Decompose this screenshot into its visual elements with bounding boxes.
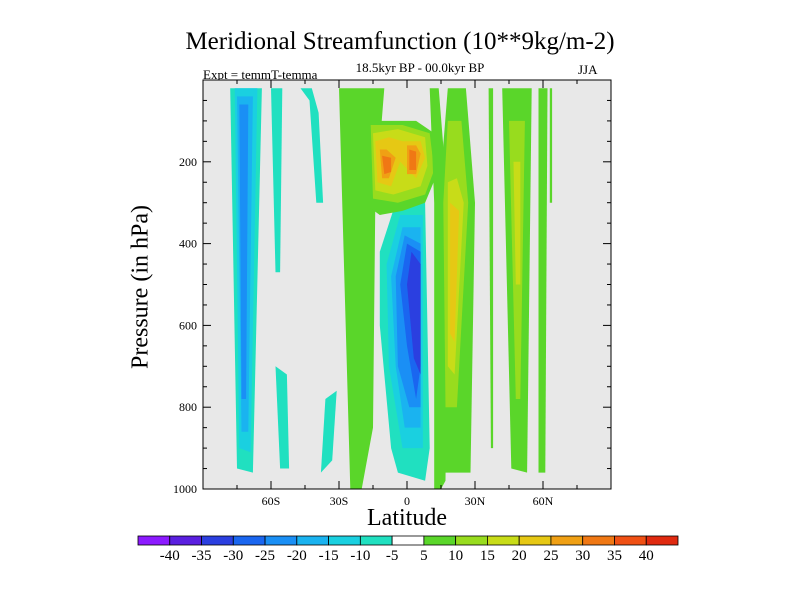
x-tick-label-2: 0 [404, 494, 410, 508]
contour-regions [230, 88, 553, 489]
colorbar-label-11: 20 [512, 548, 527, 564]
colorbar-swatch-10 [455, 535, 488, 546]
contour-region-28 [488, 88, 494, 449]
y-tick-label-1: 400 [179, 237, 197, 251]
contour-region-33 [549, 88, 553, 203]
colorbar-label-10: 15 [480, 548, 495, 564]
colorbar-swatch-0 [137, 535, 171, 546]
colorbar-swatch-11 [487, 535, 520, 546]
x-tick-label-4: 60N [533, 494, 554, 508]
contour-region-5 [271, 88, 283, 273]
colorbar-swatch-8 [391, 535, 425, 546]
colorbar-swatch-16 [645, 535, 679, 546]
contour-region-31 [513, 161, 521, 285]
colorbar-label-12: 25 [543, 548, 558, 564]
colorbar-label-9: 10 [448, 548, 463, 564]
colorbar-label-4: -20 [287, 548, 307, 564]
colorbar: -40 -35 -30 -25 -20 -15 -10 -5 5 10 15 20 25 30 35 40 [137, 535, 679, 564]
colorbar-swatch-12 [518, 535, 552, 546]
colorbar-label-2: -30 [223, 548, 243, 564]
experiment-label: Expt = temmT-temma [203, 67, 318, 82]
colorbar-swatch-3 [232, 535, 266, 546]
colorbar-label-8: 5 [420, 548, 428, 564]
colorbar-swatch-14 [582, 535, 615, 546]
colorbar-label-3: -25 [255, 548, 275, 564]
colorbar-label-7: -5 [386, 548, 399, 564]
y-tick-label-2: 600 [179, 318, 197, 332]
colorbar-swatch-6 [328, 535, 361, 546]
y-tick-label-4: 1000 [173, 482, 197, 496]
colorbar-label-15: 40 [639, 548, 654, 564]
contour-region-7 [320, 390, 337, 473]
colorbar-swatch-4 [264, 535, 298, 546]
x-tick-label-3: 30N [465, 494, 486, 508]
colorbar-swatch-15 [614, 535, 647, 546]
x-tick-label-1: 30S [330, 494, 349, 508]
contour-region-3 [239, 104, 249, 399]
contour-region-27 [450, 202, 460, 342]
colorbar-label-13: 30 [575, 548, 590, 564]
colorbar-label-6: -10 [350, 548, 370, 564]
x-tick-label-0: 60S [262, 494, 281, 508]
y-tick-label-3: 800 [179, 400, 197, 414]
colorbar-label-0: -40 [160, 548, 180, 564]
contour-region-4 [300, 88, 324, 203]
colorbar-swatch-7 [359, 535, 393, 546]
colorbar-label-5: -15 [319, 548, 339, 564]
chart-subtitle: 18.5kyr BP - 00.0kyr BP [355, 60, 485, 75]
contour-region-22 [409, 149, 417, 170]
contour-region-13 [407, 251, 421, 375]
y-tick-label-0: 200 [179, 155, 197, 169]
contour-region-21 [382, 155, 392, 175]
x-axis-label: Latitude [367, 505, 447, 531]
contour-region-32 [538, 88, 548, 473]
colorbar-swatch-1 [169, 535, 202, 546]
colorbar-swatch-9 [423, 535, 457, 546]
season-label: JJA [578, 62, 598, 77]
colorbar-label-1: -35 [192, 548, 212, 564]
axis-ticks: 60S 30S 0 30N 60N 200 400 600 800 1000 [173, 80, 611, 508]
colorbar-swatch-5 [296, 535, 329, 546]
colorbar-label-14: 35 [607, 548, 622, 564]
chart-title: Meridional Streamfunction (10**9kg/m-2) [185, 28, 615, 55]
colorbar-swatch-13 [550, 535, 584, 546]
colorbar-swatch-2 [201, 535, 234, 546]
contour-region-6 [275, 366, 290, 469]
